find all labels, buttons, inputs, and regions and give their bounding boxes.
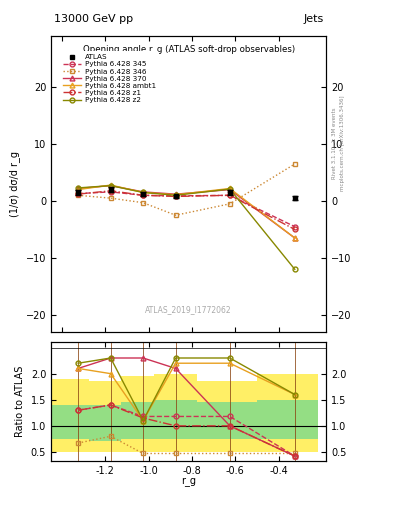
Text: Jets: Jets (303, 14, 323, 24)
Text: mcplots.cern.ch [arXiv:1306.3436]: mcplots.cern.ch [arXiv:1306.3436] (340, 96, 345, 191)
Text: 13000 GeV pp: 13000 GeV pp (54, 14, 133, 24)
Text: Opening angle r_g (ATLAS soft-drop observables): Opening angle r_g (ATLAS soft-drop obser… (83, 45, 295, 54)
Y-axis label: (1/σ) dσ/d r_g: (1/σ) dσ/d r_g (9, 151, 20, 217)
Y-axis label: Ratio to ATLAS: Ratio to ATLAS (15, 366, 25, 437)
Text: Rivet 3.1.10, ≥ 3M events: Rivet 3.1.10, ≥ 3M events (332, 108, 337, 179)
Text: ATLAS_2019_I1772062: ATLAS_2019_I1772062 (145, 305, 232, 314)
X-axis label: r_g: r_g (181, 477, 196, 487)
Legend: ATLAS, Pythia 6.428 345, Pythia 6.428 346, Pythia 6.428 370, Pythia 6.428 ambt1,: ATLAS, Pythia 6.428 345, Pythia 6.428 34… (60, 51, 159, 106)
